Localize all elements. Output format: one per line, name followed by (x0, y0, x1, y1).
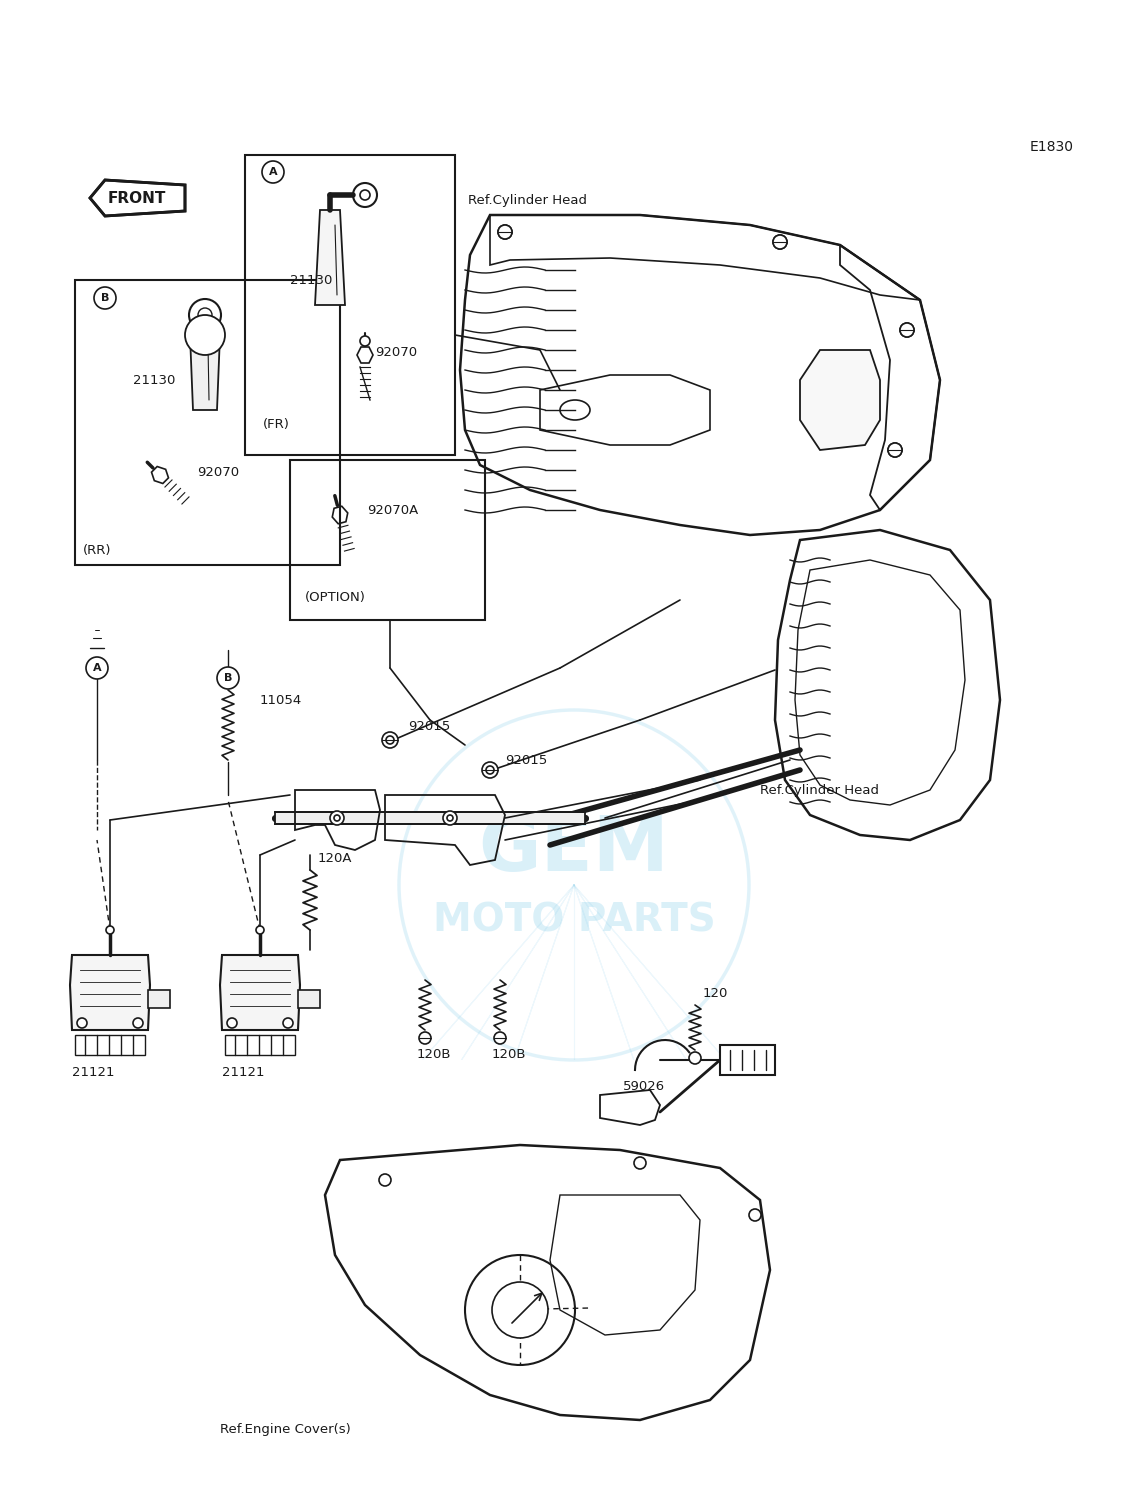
Circle shape (106, 926, 114, 934)
Text: Ref.Cylinder Head: Ref.Cylinder Head (760, 784, 879, 797)
Text: (FR): (FR) (263, 417, 290, 431)
Circle shape (900, 323, 914, 338)
Text: FRONT: FRONT (108, 191, 166, 206)
Bar (225, 1036, 295, 1055)
Polygon shape (220, 955, 300, 1030)
Text: 92015: 92015 (408, 719, 450, 732)
Bar (276, 812, 585, 824)
Bar (75, 1036, 145, 1055)
Circle shape (465, 1255, 575, 1364)
Circle shape (498, 225, 512, 239)
Text: 21121: 21121 (72, 1066, 115, 1079)
Circle shape (189, 299, 222, 332)
Circle shape (492, 1282, 548, 1337)
Circle shape (360, 191, 370, 200)
Circle shape (634, 1157, 646, 1169)
Circle shape (689, 1052, 701, 1064)
Circle shape (133, 1018, 144, 1028)
Circle shape (284, 1018, 293, 1028)
Polygon shape (315, 210, 346, 305)
Circle shape (773, 236, 788, 249)
Circle shape (494, 1033, 506, 1045)
Bar (148, 991, 170, 1009)
Text: 120B: 120B (492, 1049, 527, 1061)
Circle shape (773, 236, 788, 249)
Circle shape (77, 1018, 87, 1028)
Polygon shape (90, 180, 185, 216)
Circle shape (256, 926, 264, 934)
Circle shape (382, 732, 398, 747)
Circle shape (217, 666, 239, 689)
Polygon shape (191, 335, 220, 410)
Text: A: A (93, 663, 101, 672)
Text: 92070: 92070 (197, 465, 239, 479)
Text: 120B: 120B (417, 1049, 451, 1061)
Text: GEM: GEM (479, 814, 669, 887)
Circle shape (334, 815, 340, 821)
Text: 120: 120 (703, 986, 728, 1000)
Circle shape (386, 735, 394, 744)
Polygon shape (800, 350, 881, 450)
Text: 59026: 59026 (623, 1081, 665, 1094)
Text: B: B (224, 672, 232, 683)
Text: 92070: 92070 (375, 345, 417, 359)
Polygon shape (70, 955, 150, 1030)
Text: Ref.Cylinder Head: Ref.Cylinder Head (468, 194, 587, 207)
Text: 21130: 21130 (290, 273, 333, 287)
Circle shape (486, 766, 494, 775)
Circle shape (185, 315, 225, 356)
Text: Ref.Engine Cover(s): Ref.Engine Cover(s) (220, 1423, 351, 1436)
Bar (720, 1045, 775, 1075)
Text: (OPTION): (OPTION) (305, 590, 366, 603)
Text: 21130: 21130 (133, 374, 176, 386)
Text: A: A (269, 167, 278, 177)
Circle shape (360, 336, 370, 347)
Text: 21121: 21121 (222, 1066, 264, 1079)
Text: 92070A: 92070A (367, 503, 418, 516)
Circle shape (443, 811, 457, 826)
Circle shape (447, 815, 453, 821)
Text: B: B (101, 293, 109, 303)
Circle shape (329, 811, 344, 826)
Circle shape (94, 287, 116, 309)
Text: (RR): (RR) (83, 543, 111, 557)
Circle shape (379, 1174, 391, 1186)
Circle shape (748, 1208, 761, 1220)
Bar (298, 991, 320, 1009)
Circle shape (419, 1033, 430, 1045)
Text: MOTO PARTS: MOTO PARTS (433, 901, 715, 940)
Bar (75, 281, 340, 564)
Circle shape (889, 443, 902, 456)
Bar (290, 459, 484, 620)
Circle shape (900, 323, 914, 338)
Circle shape (86, 657, 108, 678)
Circle shape (482, 763, 498, 778)
Circle shape (227, 1018, 236, 1028)
Circle shape (197, 308, 212, 323)
Text: E1830: E1830 (1030, 140, 1075, 155)
Bar (245, 155, 455, 455)
Circle shape (352, 183, 377, 207)
Circle shape (262, 161, 284, 183)
Text: 92015: 92015 (505, 754, 548, 767)
Circle shape (889, 443, 902, 456)
Circle shape (498, 225, 512, 239)
Text: 11054: 11054 (259, 693, 302, 707)
Text: 120A: 120A (318, 851, 352, 865)
